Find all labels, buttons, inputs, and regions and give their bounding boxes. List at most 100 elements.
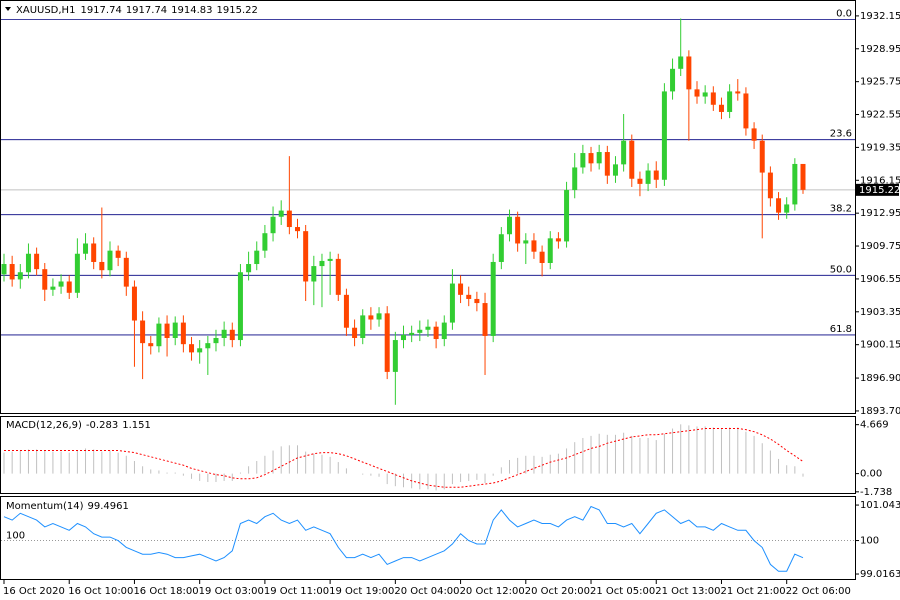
main-pane-frame <box>0 0 856 414</box>
fibo-label: 0.0 <box>836 8 852 19</box>
candle-body <box>66 281 72 293</box>
candle-body <box>352 327 358 338</box>
candle-body <box>99 261 105 271</box>
candle-body <box>661 91 667 180</box>
candle-body <box>433 326 439 340</box>
candle-body <box>417 329 423 333</box>
candle-body <box>172 322 178 338</box>
candle-body <box>205 343 211 349</box>
y-tick-label: 1912.95 <box>860 208 900 219</box>
candle-body <box>319 260 325 267</box>
candle-body <box>506 216 512 235</box>
header-low: 1914.83 <box>171 5 212 16</box>
candle-body <box>295 227 301 232</box>
candle-body <box>311 266 317 282</box>
candle-body <box>335 258 341 295</box>
candle-body <box>735 91 741 94</box>
candle-body <box>604 152 610 176</box>
candle-body <box>83 243 89 254</box>
candle-body <box>58 281 64 287</box>
candle-body <box>360 315 366 338</box>
current-price-label: 1915.22 <box>859 185 900 196</box>
x-tick-label: 20 Oct 12:00 <box>460 586 525 597</box>
candle-body <box>645 170 651 184</box>
candle-body <box>588 153 594 164</box>
fibo-label: 50.0 <box>830 264 852 275</box>
candle-body <box>515 216 521 244</box>
y-tick-label: -1.738 <box>860 487 892 498</box>
candle-body <box>784 204 790 213</box>
candle-body <box>1 264 7 275</box>
x-tick-label: 21 Oct 05:00 <box>590 586 655 597</box>
momentum-value: 99.4961 <box>88 501 129 512</box>
candle-body <box>800 163 806 190</box>
candle-body <box>115 250 121 258</box>
x-tick-label: 20 Oct 20:00 <box>525 586 590 597</box>
y-tick-label: 1900.15 <box>860 340 900 351</box>
momentum-pane-frame <box>0 496 856 580</box>
candle-body <box>474 298 480 304</box>
candle-body <box>197 348 203 353</box>
y-tick-label: 1925.75 <box>860 77 900 88</box>
level-label: 100 <box>6 531 25 542</box>
macd-header: MACD(12,26,9) -0.283 1.151 <box>6 420 151 431</box>
fibo-label: 61.8 <box>830 324 852 335</box>
candle-body <box>678 56 684 69</box>
candle-body <box>727 91 733 112</box>
candle-body <box>637 178 643 184</box>
candle-body <box>482 303 488 336</box>
y-tick-label: 1909.75 <box>860 241 900 252</box>
x-tick-label: 21 Oct 13:00 <box>655 586 720 597</box>
y-tick-label: 1922.55 <box>860 110 900 121</box>
header-high: 1917.74 <box>126 5 167 16</box>
x-tick-label: 21 Oct 21:00 <box>720 586 785 597</box>
macd-pane-frame <box>0 416 856 494</box>
menu-triangle[interactable] <box>5 7 11 11</box>
x-tick-label: 19 Oct 03:00 <box>199 586 264 597</box>
candle-body <box>262 233 268 251</box>
y-tick-label: 1916.15 <box>860 175 900 186</box>
main-header: XAUUSD,H1 1917.74 1917.74 1914.83 1915.22 <box>16 5 258 16</box>
x-tick-label: 22 Oct 06:00 <box>786 586 851 597</box>
candle-body <box>612 164 618 176</box>
y-tick-label: 100 <box>860 536 879 547</box>
candle-body <box>653 170 659 180</box>
candle-body <box>368 315 374 320</box>
x-tick-label: 16 Oct 10:00 <box>68 586 133 597</box>
y-tick-label: 0.00 <box>860 469 882 480</box>
candle-body <box>34 253 40 270</box>
candle-body <box>523 240 529 244</box>
candle-body <box>213 337 219 344</box>
candle-body <box>9 264 15 280</box>
candle-body <box>718 104 724 112</box>
candle-body <box>776 198 782 213</box>
macd-title: MACD(12,26,9) <box>6 420 82 431</box>
candle-body <box>767 172 773 199</box>
candle-body <box>564 190 570 242</box>
candle-body <box>498 234 504 262</box>
momentum-title: Momentum(14) <box>6 501 84 512</box>
y-tick-label: 101.0433 <box>860 500 900 511</box>
y-tick-label: 1906.55 <box>860 274 900 285</box>
fibo-label: 23.6 <box>830 129 852 140</box>
candle-body <box>91 243 97 262</box>
candle-body <box>555 238 561 242</box>
candle-body <box>686 56 692 90</box>
symbol: XAUUSD,H1 <box>16 5 75 16</box>
candle-body <box>50 286 56 290</box>
candle-body <box>596 152 602 164</box>
y-tick-label: 99.0163 <box>860 569 900 580</box>
candle-body <box>743 93 749 129</box>
candle-body <box>74 253 80 293</box>
candle-body <box>694 89 700 97</box>
signal-line <box>4 428 804 488</box>
candle-body <box>189 344 195 353</box>
candle-body <box>303 231 309 282</box>
candle-body <box>449 283 455 323</box>
candle-body <box>164 323 170 338</box>
candle-body <box>425 326 431 330</box>
macd-value: -0.283 <box>86 420 118 431</box>
y-tick-label: 1893.70 <box>860 406 900 417</box>
candle-body <box>131 286 137 321</box>
